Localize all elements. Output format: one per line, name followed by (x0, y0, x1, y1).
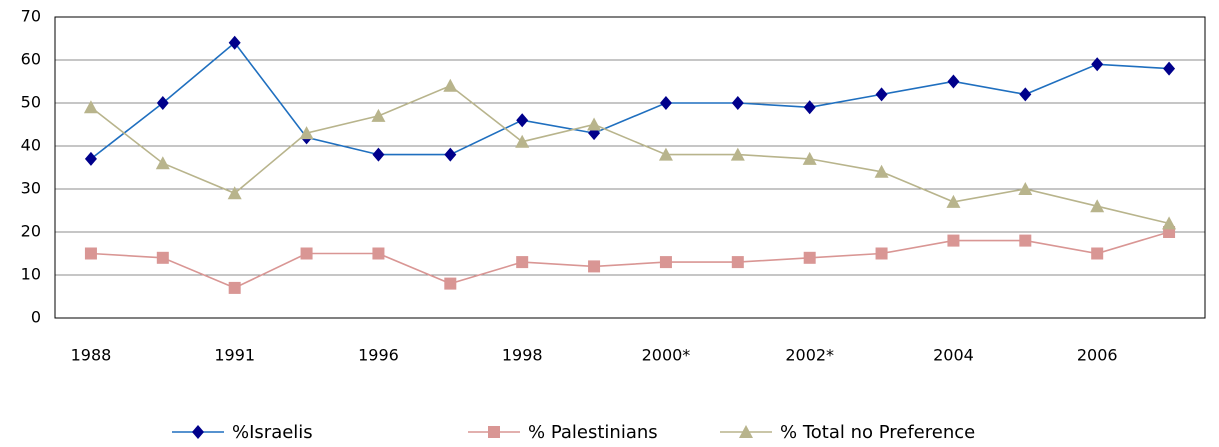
marker (1019, 234, 1032, 247)
x-tick-label: 1996 (358, 346, 399, 365)
marker (372, 147, 385, 162)
marker (1163, 61, 1176, 76)
y-tick-label: 10 (21, 265, 41, 284)
legend-label: % Total no Preference (780, 422, 975, 443)
marker (155, 156, 170, 170)
marker (1090, 199, 1105, 213)
marker (156, 251, 169, 264)
marker (372, 247, 385, 260)
marker (1018, 182, 1033, 195)
marker (1162, 216, 1177, 230)
y-tick-label: 40 (21, 136, 41, 155)
y-tick-label: 20 (21, 222, 41, 241)
series-line (90, 84, 1170, 225)
marker (515, 134, 530, 148)
legend-marker (488, 426, 500, 438)
marker (516, 256, 529, 269)
marker (1019, 87, 1032, 102)
plot-border (54, 16, 1206, 319)
x-tick-label: 2006 (1077, 346, 1118, 365)
x-tick-label: 2000* (642, 346, 691, 365)
marker (803, 100, 816, 115)
marker (228, 35, 241, 50)
legend-label: % Palestinians (528, 422, 658, 443)
marker (947, 234, 960, 247)
marker (228, 281, 241, 294)
marker (300, 247, 313, 260)
series-line (90, 41, 1170, 160)
marker (659, 256, 672, 269)
marker (587, 117, 602, 131)
marker (730, 147, 745, 161)
marker (1091, 57, 1104, 72)
marker (875, 247, 888, 260)
marker (947, 74, 960, 89)
marker (227, 186, 242, 200)
marker (84, 247, 97, 260)
marker (156, 96, 169, 110)
y-tick-label: 0 (31, 308, 41, 327)
marker (443, 78, 458, 92)
x-tick-label: 2004 (933, 346, 974, 365)
legend-marker (192, 425, 204, 439)
x-tick-label: 1991 (214, 346, 255, 365)
marker (588, 260, 601, 273)
marker (444, 277, 457, 290)
series-line (90, 231, 1170, 289)
legend-label: %Israelis (232, 422, 313, 443)
y-tick-label: 50 (21, 93, 41, 112)
marker (731, 96, 744, 110)
marker (516, 113, 529, 128)
y-tick-label: 70 (21, 7, 41, 26)
marker (802, 151, 817, 165)
marker (83, 100, 98, 114)
marker (299, 126, 314, 140)
marker (731, 256, 744, 269)
x-tick-label: 1998 (502, 346, 543, 365)
y-tick-label: 30 (21, 179, 41, 198)
marker (659, 96, 672, 110)
marker (874, 164, 889, 178)
marker (875, 87, 888, 102)
marker (658, 147, 673, 161)
marker (946, 194, 961, 208)
x-tick-label: 2002* (785, 346, 834, 365)
marker (371, 108, 386, 122)
y-tick-label: 60 (21, 50, 41, 69)
marker (444, 147, 457, 162)
marker (84, 151, 97, 166)
marker (1091, 247, 1104, 260)
x-tick-label: 1988 (71, 346, 112, 365)
marker (803, 251, 816, 264)
legend-marker (739, 425, 753, 438)
